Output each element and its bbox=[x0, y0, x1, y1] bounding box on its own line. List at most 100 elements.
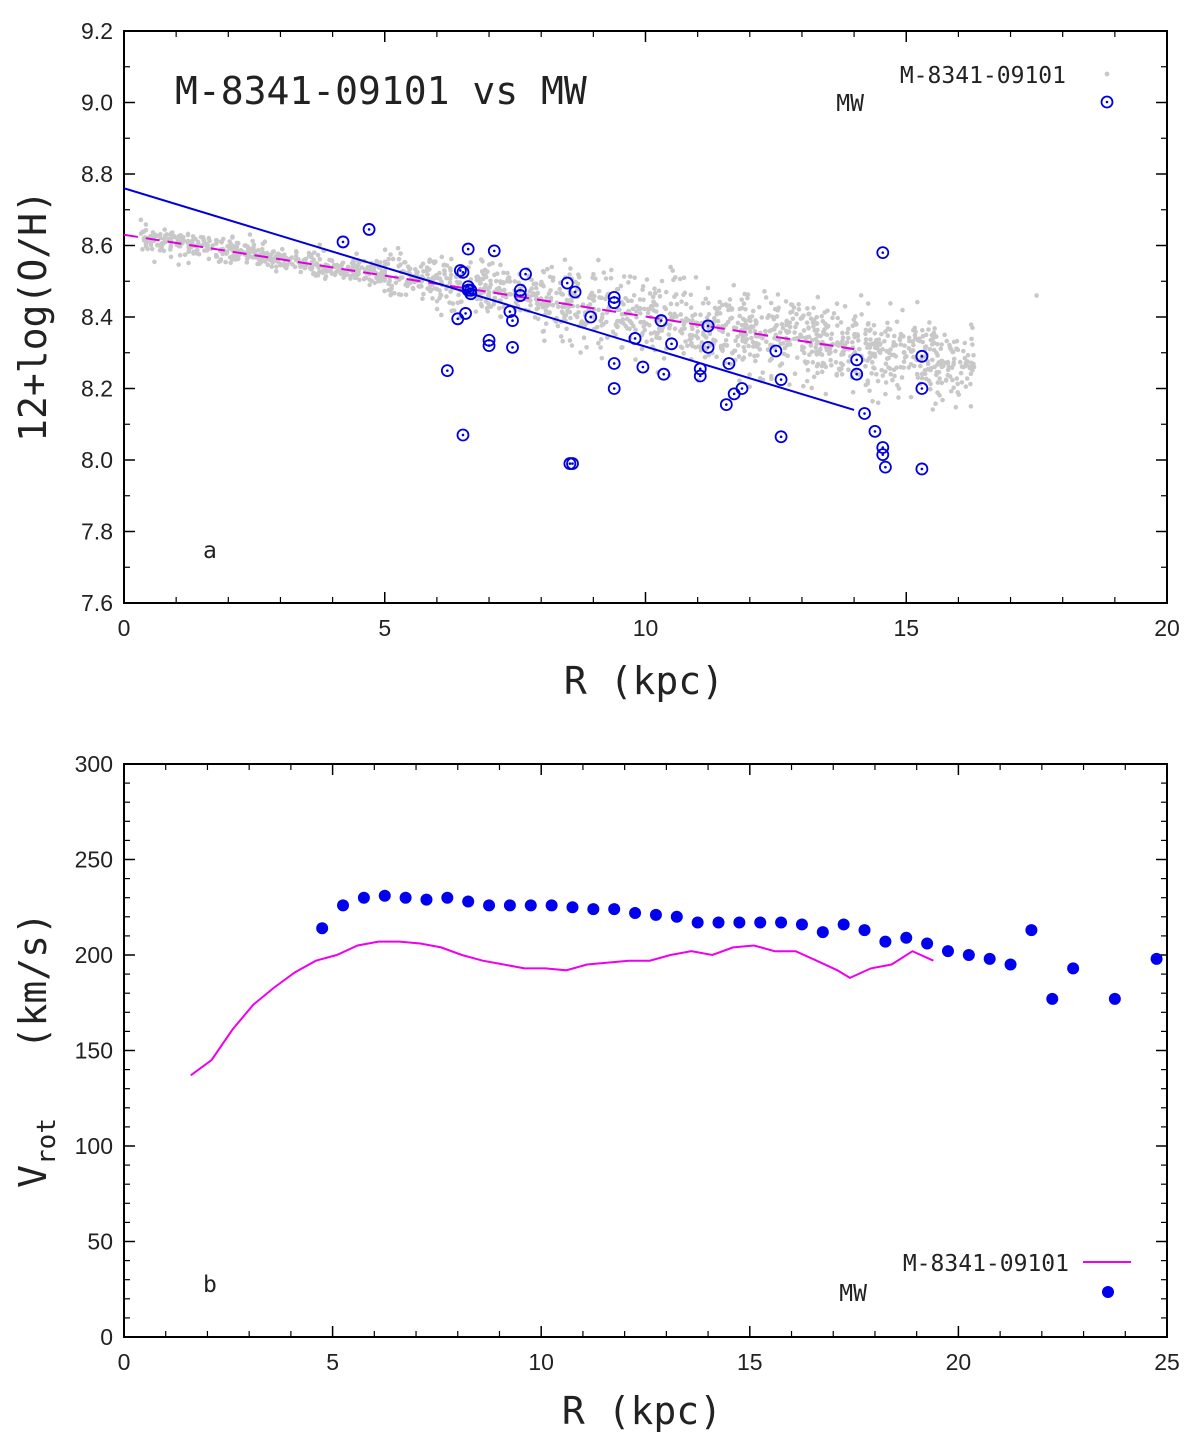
galaxy-point bbox=[946, 364, 952, 370]
galaxy-point bbox=[779, 321, 785, 327]
galaxy-point bbox=[560, 338, 566, 344]
panel-a-y-tick-label: 8.8 bbox=[81, 161, 113, 187]
legend-gray-dot-icon bbox=[1104, 71, 1110, 77]
galaxy-point bbox=[162, 227, 168, 232]
mw-rotation-point bbox=[1004, 958, 1017, 971]
galaxy-point bbox=[885, 333, 891, 339]
galaxy-point bbox=[252, 250, 257, 255]
mw-rotation-point bbox=[1025, 924, 1038, 937]
mw-point-center bbox=[487, 344, 491, 347]
panel-b-x-axis-label: R (kpc) bbox=[562, 1389, 722, 1433]
galaxy-point bbox=[926, 378, 932, 383]
panel-a-x-tick-label: 5 bbox=[378, 615, 391, 641]
galaxy-point bbox=[799, 315, 805, 321]
galaxy-point bbox=[838, 320, 844, 325]
galaxy-point bbox=[958, 370, 964, 376]
galaxy-point bbox=[804, 320, 810, 325]
galaxy-point bbox=[685, 343, 690, 349]
galaxy-point bbox=[796, 307, 802, 312]
galaxy-point bbox=[483, 273, 488, 278]
galaxy-point bbox=[702, 354, 708, 360]
mw-point bbox=[362, 223, 376, 236]
mw-rotation-point bbox=[733, 916, 746, 929]
galaxy-point bbox=[483, 284, 488, 290]
galaxy-point bbox=[805, 306, 810, 311]
galaxy-point bbox=[687, 332, 693, 338]
mw-point-center bbox=[855, 372, 859, 376]
galaxy-point bbox=[152, 232, 158, 238]
galaxy-point bbox=[815, 339, 820, 345]
galaxy-point bbox=[451, 308, 457, 313]
galaxy-point bbox=[273, 264, 279, 269]
galaxy-point bbox=[293, 257, 299, 263]
mw-point-center bbox=[511, 319, 514, 322]
galaxy-point bbox=[955, 381, 960, 387]
panel-b-y-tick-label: 300 bbox=[75, 751, 113, 777]
mw-point-center bbox=[571, 462, 574, 465]
mw-point bbox=[568, 285, 582, 299]
galaxy-point bbox=[727, 297, 733, 302]
mw-point bbox=[654, 314, 668, 327]
galaxy-point bbox=[421, 291, 426, 297]
galaxy-point bbox=[598, 318, 604, 324]
galaxy-point bbox=[430, 296, 435, 301]
galaxy-point bbox=[475, 277, 480, 282]
galaxy-point bbox=[223, 259, 228, 265]
galaxy-point bbox=[598, 345, 603, 350]
galaxy-point bbox=[656, 288, 662, 294]
galaxy-point bbox=[516, 280, 521, 285]
galaxy-point bbox=[788, 310, 793, 315]
galaxy-point bbox=[957, 359, 963, 365]
galaxy-point bbox=[850, 389, 856, 395]
galaxy-point bbox=[828, 357, 833, 363]
galaxy-point bbox=[893, 342, 899, 348]
galaxy-point bbox=[599, 355, 605, 361]
panel-b-y-tick-label: 50 bbox=[87, 1229, 113, 1255]
galaxy-point bbox=[783, 328, 789, 334]
galaxy-point bbox=[865, 358, 870, 363]
galaxy-point bbox=[143, 243, 149, 249]
galaxy-point bbox=[735, 342, 741, 348]
galaxy-point bbox=[672, 275, 678, 280]
galaxy-point bbox=[763, 328, 768, 334]
galaxy-point bbox=[578, 350, 583, 355]
mw-point-center bbox=[573, 290, 577, 294]
galaxy-point bbox=[903, 354, 909, 359]
galaxy-point bbox=[488, 278, 493, 284]
galaxy-point bbox=[654, 335, 659, 340]
galaxy-point bbox=[948, 388, 954, 394]
galaxy-point bbox=[956, 392, 962, 397]
galaxy-point bbox=[434, 306, 440, 312]
galaxy-point bbox=[648, 331, 654, 336]
galaxy-point bbox=[811, 324, 816, 329]
galaxy-point bbox=[531, 291, 536, 296]
galaxy-point bbox=[913, 335, 918, 341]
galaxy-point bbox=[262, 259, 268, 264]
galaxy-point bbox=[438, 312, 444, 318]
galaxy-point bbox=[317, 242, 323, 248]
galaxy-point bbox=[544, 303, 549, 309]
galaxy-point bbox=[647, 291, 653, 296]
galaxy-point bbox=[696, 344, 701, 349]
mw-point-center bbox=[920, 355, 924, 358]
galaxy-point bbox=[814, 314, 819, 320]
galaxy-point bbox=[672, 326, 678, 331]
galaxy-point bbox=[312, 250, 317, 255]
mw-point bbox=[858, 407, 871, 420]
galaxy-point bbox=[361, 276, 367, 282]
galaxy-point bbox=[642, 306, 647, 312]
galaxy-point bbox=[218, 257, 224, 262]
galaxy-point bbox=[840, 335, 846, 340]
galaxy-point bbox=[389, 283, 395, 289]
galaxy-point bbox=[670, 268, 676, 273]
galaxy-point bbox=[970, 342, 975, 347]
galaxy-point bbox=[757, 347, 763, 352]
galaxy-point bbox=[396, 256, 402, 262]
galaxy-point bbox=[856, 338, 861, 343]
galaxy-point bbox=[900, 307, 905, 313]
galaxy-point bbox=[641, 319, 647, 325]
galaxy-point bbox=[356, 268, 361, 273]
galaxy-point bbox=[247, 232, 253, 237]
galaxy-point bbox=[416, 283, 421, 289]
galaxy-point bbox=[781, 351, 787, 357]
